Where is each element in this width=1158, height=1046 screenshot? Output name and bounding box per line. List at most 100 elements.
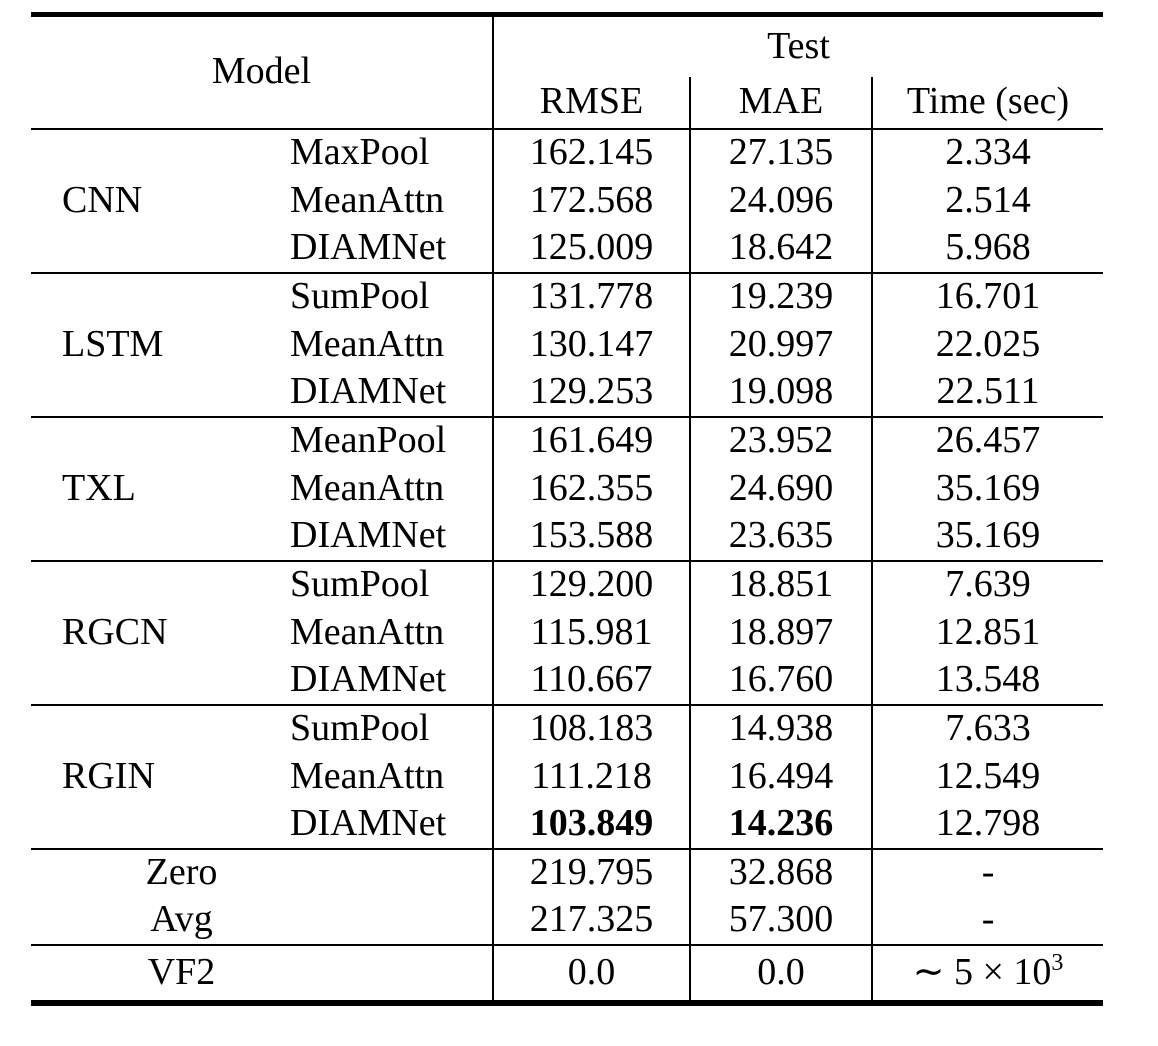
table-row: LSTM SumPool 131.778 19.239 16.701	[31, 272, 1104, 418]
method-cell: MeanAttn	[290, 466, 445, 509]
results-table: Model Test RMSE MAE Time (sec) CNN MaxPo…	[31, 12, 1104, 1006]
method-cell: SumPool	[290, 707, 430, 750]
mae-cell: 23.952	[689, 416, 872, 465]
time-cell: 12.798	[870, 800, 1104, 850]
rmse-cell: 129.253	[492, 368, 690, 418]
mae-cell: 32.868	[689, 848, 872, 897]
time-column-header: Time (sec)	[870, 76, 1104, 130]
rmse-cell: 111.218	[492, 752, 690, 801]
mae-cell: 24.096	[689, 176, 872, 225]
mae-cell: 18.897	[689, 608, 872, 657]
time-cell: 12.549	[870, 752, 1104, 801]
approx-time-base: ∼ 5 × 10	[912, 950, 1052, 993]
mae-cell: 16.760	[689, 656, 872, 706]
mae-cell: 18.851	[689, 560, 872, 609]
table-row: MeanAttn 162.355 24.690 35.169	[31, 464, 1104, 513]
test-column-group-header: Test	[491, 14, 1104, 77]
table-row: MeanAttn 115.981 18.897 12.851	[31, 608, 1104, 657]
time-cell: 35.169	[870, 464, 1104, 513]
rmse-cell: 162.145	[492, 128, 690, 177]
time-cell: 26.457	[870, 416, 1104, 465]
time-cell: 12.851	[870, 608, 1104, 657]
mae-cell: 16.494	[689, 752, 872, 801]
rmse-cell: 131.778	[492, 272, 690, 321]
time-cell: 7.633	[870, 704, 1104, 753]
header-row-metrics: RMSE MAE Time (sec)	[31, 76, 1104, 130]
rmse-cell: 110.667	[492, 656, 690, 706]
mae-cell: 18.642	[689, 224, 872, 274]
table-row: RGIN SumPool 108.183 14.938 7.633	[31, 704, 1104, 850]
table-row: MeanAttn 172.568 24.096 2.514	[31, 176, 1104, 225]
group-label-cnn: CNN	[31, 128, 259, 274]
method-cell: DIAMNet	[259, 224, 493, 274]
mae-cell: 14.938	[689, 704, 872, 753]
mae-cell: 23.635	[689, 512, 872, 562]
approx-time-exponent: 3	[1051, 949, 1064, 976]
method-cell: DIAMNet	[259, 656, 493, 706]
rmse-cell: 129.200	[492, 560, 690, 609]
model-column-header: Model	[31, 14, 493, 130]
mae-cell: 20.997	[689, 320, 872, 369]
table-row: DIAMNet 129.253 19.098 22.511	[31, 368, 1104, 418]
mae-cell: 27.135	[689, 128, 872, 177]
method-cell: DIAMNet	[259, 368, 493, 418]
mae-cell: 24.690	[689, 464, 872, 513]
table-row: MeanAttn 130.147 20.997 22.025	[31, 320, 1104, 369]
baseline-label-zero: Zero	[145, 851, 218, 894]
rmse-cell: 130.147	[492, 320, 690, 369]
table-row: CNN MaxPool 162.145 27.135 2.334	[31, 128, 1104, 274]
table-row: DIAMNet 103.849 14.236 12.798	[31, 800, 1104, 850]
time-cell: 22.025	[870, 320, 1104, 369]
mae-column-header: MAE	[689, 76, 872, 130]
rmse-cell: 0.0	[492, 944, 690, 1003]
time-cell: 7.639	[870, 560, 1104, 609]
method-cell: DIAMNet	[259, 800, 493, 850]
rmse-cell: 153.588	[492, 512, 690, 562]
rmse-cell: 162.355	[492, 464, 690, 513]
method-cell: MeanAttn	[290, 322, 445, 365]
time-cell: 2.514	[870, 176, 1104, 225]
table-row: RGCN SumPool 129.200 18.851 7.639	[31, 560, 1104, 706]
time-cell: -	[870, 896, 1104, 946]
table-row: DIAMNet 110.667 16.760 13.548	[31, 656, 1104, 706]
baseline-label-vf2: VF2	[147, 950, 216, 993]
group-label-lstm: LSTM	[31, 272, 259, 418]
time-cell-approx: ∼ 5 × 103	[870, 944, 1104, 1003]
table-row: MeanAttn 111.218 16.494 12.549	[31, 752, 1104, 801]
method-cell: SumPool	[290, 563, 430, 606]
header-row-test: Model Test	[31, 14, 1104, 130]
time-cell: 22.511	[870, 368, 1104, 418]
baseline-label-avg: Avg	[31, 896, 493, 946]
rmse-cell: 217.325	[492, 896, 690, 946]
rmse-cell: 172.568	[492, 176, 690, 225]
table-row: DIAMNet 125.009 18.642 5.968	[31, 224, 1104, 274]
mae-cell: 19.098	[689, 368, 872, 418]
rmse-cell-best: 103.849	[492, 800, 690, 850]
rmse-cell: 161.649	[492, 416, 690, 465]
time-cell: 13.548	[870, 656, 1104, 706]
method-cell: SumPool	[290, 275, 430, 318]
rmse-column-header: RMSE	[492, 76, 690, 130]
mae-cell: 57.300	[689, 896, 872, 946]
rmse-cell: 219.795	[492, 848, 690, 897]
table-row: TXL MeanPool 161.649 23.952 26.457	[31, 416, 1104, 562]
table-row: DIAMNet 153.588 23.635 35.169	[31, 512, 1104, 562]
results-table-container: Model Test RMSE MAE Time (sec) CNN MaxPo…	[31, 12, 1104, 1006]
group-label-rgin: RGIN	[31, 704, 259, 850]
time-cell: 16.701	[870, 272, 1104, 321]
time-cell: -	[870, 848, 1104, 897]
time-cell: 5.968	[870, 224, 1104, 274]
table-row: Avg 217.325 57.300 -	[31, 896, 1104, 946]
table-row: Zero 219.795 32.868 -	[31, 848, 1104, 897]
table-row: VF2 0.0 0.0 ∼ 5 × 103	[31, 944, 1104, 1003]
method-cell: MeanAttn	[290, 754, 445, 797]
time-cell: 35.169	[870, 512, 1104, 562]
rmse-cell: 125.009	[492, 224, 690, 274]
method-cell: DIAMNet	[259, 512, 493, 562]
method-cell: MaxPool	[290, 131, 430, 174]
time-cell: 2.334	[870, 128, 1104, 177]
mae-cell: 19.239	[689, 272, 872, 321]
mae-cell-best: 14.236	[689, 800, 872, 850]
method-cell: MeanAttn	[290, 610, 445, 653]
mae-cell: 0.0	[689, 944, 872, 1003]
